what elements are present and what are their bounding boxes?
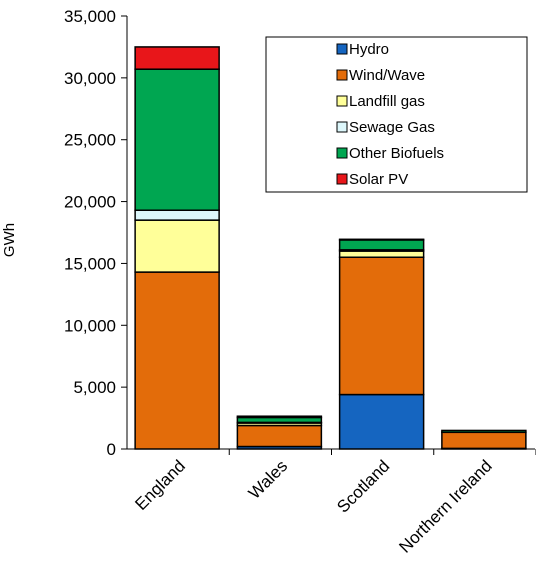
legend-swatch-hydro — [336, 43, 348, 55]
legend-label-solar-pv: Solar PV — [349, 171, 408, 188]
y-tick-label: 5,000 — [73, 378, 116, 397]
y-tick-label: 25,000 — [64, 131, 116, 150]
bar-scotland-hydro — [338, 393, 425, 450]
y-tick-label: 10,000 — [64, 316, 116, 335]
legend-swatch-landfill-gas — [336, 95, 348, 107]
legend-label-wind-wave: Wind/Wave — [349, 67, 425, 84]
legend-swatch-other-biofuels — [336, 147, 348, 159]
bar-england-wind-wave — [134, 271, 220, 450]
bar-northern-ireland-other-biofuels — [441, 429, 527, 434]
legend-label-sewage-gas: Sewage Gas — [349, 119, 435, 136]
legend-swatch-sewage-gas — [336, 121, 348, 133]
legend-label-landfill-gas: Landfill gas — [349, 93, 425, 110]
bar-england-other-biofuels — [134, 68, 220, 211]
legend-box — [265, 36, 528, 193]
bar-scotland-solar-pv — [338, 238, 425, 241]
y-tick-label: 30,000 — [64, 69, 116, 88]
bar-england-landfill-gas — [134, 219, 220, 273]
bar-wales-solar-pv — [236, 415, 323, 419]
y-tick-label: 20,000 — [64, 193, 116, 212]
x-tick-label-wales: Wales — [245, 456, 291, 502]
bar-england-solar-pv — [134, 46, 220, 70]
y-tick-label: 35,000 — [64, 7, 116, 26]
legend-label-hydro: Hydro — [349, 41, 389, 58]
bar-wales-wind-wave — [236, 424, 323, 448]
y-axis-label: GWh — [1, 223, 18, 257]
y-ticks-group: 0 5,000 10,000 15,000 20,000 25,000 30,000 35,0… — [64, 7, 127, 459]
bar-scotland-landfill-gas — [338, 250, 425, 258]
legend: Hydro Wind/Wave Landfill gas Sewage Gas Othe… — [265, 36, 528, 193]
bars-group — [134, 46, 527, 450]
bar-scotland-wind-wave — [338, 256, 425, 396]
legend-swatch-wind-wave — [336, 69, 348, 81]
bar-scotland-other-biofuels — [338, 239, 425, 251]
bar-northern-ireland-wind-wave — [441, 431, 527, 450]
y-tick-label: 0 — [107, 440, 116, 459]
y-tick-label: 15,000 — [64, 254, 116, 273]
x-tick-label-england: England — [131, 456, 189, 514]
legend-swatch-solar-pv — [336, 173, 348, 185]
x-tick-label-northern-ireland: Northern Ireland — [395, 456, 495, 556]
bar-england-sewage-gas — [134, 209, 220, 221]
legend-label-other-biofuels: Other Biofuels — [349, 145, 444, 162]
x-ticks-group: England Wales Scotland Northern Ireland — [131, 449, 536, 557]
x-tick-label-scotland: Scotland — [333, 456, 393, 516]
